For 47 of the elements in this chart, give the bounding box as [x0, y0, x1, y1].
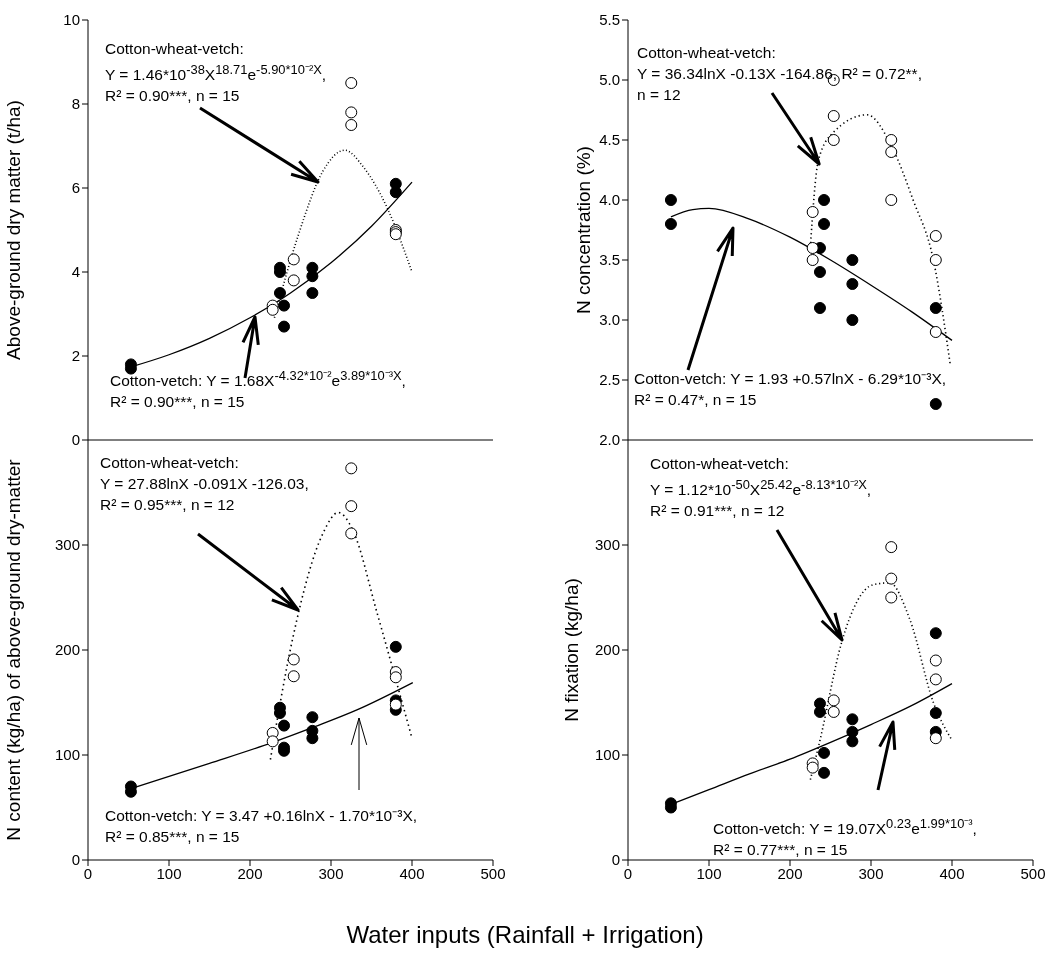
y-tick-label: 6 — [71, 179, 80, 197]
x-tick-label: 300 — [858, 864, 884, 882]
y-tick-label: 2.5 — [599, 371, 620, 389]
x-axis-title: Water inputs (Rainfall + Irrigation) — [346, 921, 704, 948]
y-tick-label: 200 — [594, 641, 620, 659]
y-tick-label: 8 — [71, 95, 80, 113]
annotation: Cotton-wheat-vetch: Y = 36.34lnX -0.13X -164.86, R² = 0.72**, n = 12 — [637, 43, 922, 105]
text: Cotton-vetch: Y = 1.68X$^{-4.32*10⁻²}$e$^{3.89*10⁻³X}$, R² = 0.90***, n = 15 — [110, 368, 406, 411]
annotation: Cotton-vetch: Y = 1.93 +0.57lnX - 6.29*10⁻³X, R² = 0.47*, n = 15 — [634, 369, 947, 410]
annotation: Cotton-vetch: Y = 3.47 +0.16lnX - 1.70*10⁻³X, R² = 0.85***, n = 15 — [105, 806, 418, 847]
y-tick-label: 2 — [71, 347, 80, 365]
y-axis-title: N fixation (kg/ha) — [561, 578, 582, 722]
y-axis-title: N concentration (%) — [573, 146, 594, 314]
x-tick-label: 300 — [318, 864, 344, 882]
text: Cotton-wheat-vetch: Y = 1.12*10$^{-50}$X$^{25.42}$e$^{-8.13*10⁻²X}$, R² = 0.91***, n = 12 — [650, 455, 872, 520]
x-tick-label: 100 — [696, 864, 722, 882]
y-axis-title: Above-ground dry matter (t/ha) — [3, 100, 24, 360]
y-tick-label: 100 — [54, 746, 80, 764]
y-tick-label: 300 — [594, 536, 620, 554]
text: Cotton-wheat-vetch: Y = 1.46*10$^{-38}$X$^{18.71}$e$^{-5.90*10⁻²X}$, R² = 0.90***, n = 15 — [105, 40, 327, 105]
annotation: Cotton-wheat-vetch: Y = 27.88lnX -0.091X -126.03, R² = 0.95***, n = 12 — [100, 453, 309, 515]
y-tick-label: 4 — [71, 263, 80, 281]
y-tick-label: 3.5 — [599, 251, 620, 269]
y-tick-label: 300 — [54, 536, 80, 554]
y-tick-label: 0 — [71, 431, 80, 449]
y-tick-label: 0 — [71, 851, 80, 869]
y-tick-label: 3.0 — [599, 311, 620, 329]
x-tick-label: 400 — [399, 864, 425, 882]
y-tick-label: 5.0 — [599, 71, 620, 89]
y-tick-label: 4.5 — [599, 131, 620, 149]
x-tick-label: 200 — [777, 864, 803, 882]
text: Cotton-vetch: Y = 19.07X$^{0.23}$e$^{1.99*10⁻³}$, R² = 0.77***, n = 15 — [713, 816, 977, 859]
y-tick-label: 5.5 — [599, 11, 620, 29]
y-tick-label: 4.0 — [599, 191, 620, 209]
x-tick-label: 0 — [623, 864, 633, 882]
y-tick-label: 200 — [54, 641, 80, 659]
x-tick-label: 100 — [156, 864, 182, 882]
x-tick-label: 500 — [1020, 864, 1046, 882]
x-tick-label: 500 — [480, 864, 506, 882]
y-tick-label: 100 — [594, 746, 620, 764]
x-tick-label: 200 — [237, 864, 263, 882]
y-tick-label: 0 — [611, 851, 620, 869]
x-tick-label: 400 — [939, 864, 965, 882]
y-axis-title: N content (kg/ha) of above-ground dry-matter — [3, 458, 24, 841]
x-tick-label: 0 — [83, 864, 93, 882]
y-tick-label: 10 — [63, 11, 80, 29]
y-tick-label: 2.0 — [599, 431, 620, 449]
